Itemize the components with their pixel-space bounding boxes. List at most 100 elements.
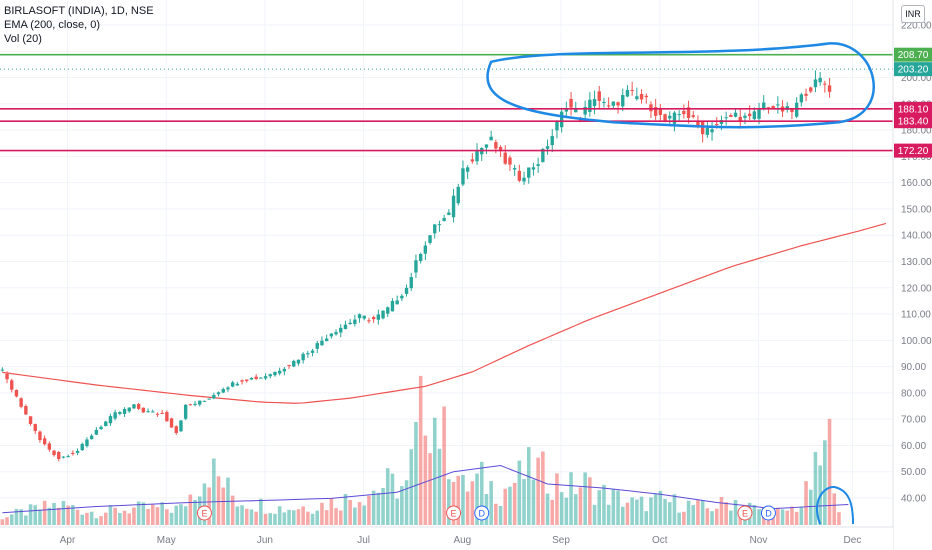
time-tick-label: Dec	[844, 535, 862, 546]
candle-body	[639, 94, 644, 100]
candle-body	[517, 170, 522, 181]
event-marker-dividend[interactable]: D	[474, 505, 490, 521]
candle-body	[66, 456, 70, 458]
time-axis[interactable]: Apr May Jun Jul Aug Sep Oct Nov Dec	[0, 528, 893, 550]
volume-bar	[489, 481, 493, 525]
currency-button[interactable]: INR	[901, 5, 925, 23]
candle-body	[710, 129, 714, 133]
candle-body	[418, 253, 423, 261]
event-marker-circle	[196, 505, 212, 521]
volume-bar	[620, 506, 625, 525]
volume-bar	[475, 473, 479, 525]
candle-body	[686, 107, 691, 118]
volume-bar	[230, 495, 235, 525]
volume-bar	[503, 488, 508, 525]
volume-bar	[334, 508, 338, 525]
price-level-tag	[894, 101, 932, 116]
volume-bar	[310, 513, 315, 525]
price-tick-label: 100.00	[901, 336, 932, 347]
time-tick-label: Nov	[750, 535, 768, 546]
volume-bar	[691, 505, 696, 525]
volume-bar	[94, 518, 99, 525]
candle-body	[386, 307, 390, 314]
candle-body	[564, 108, 569, 112]
volume-bar	[108, 505, 113, 525]
event-marker-earnings[interactable]: E	[446, 505, 462, 521]
price-axis[interactable]: 220.00210.00200.00190.00180.00170.00160.…	[892, 0, 932, 550]
candle-body	[141, 407, 146, 413]
candle-body	[315, 343, 319, 349]
candle-body	[75, 450, 80, 453]
candle-body	[700, 121, 705, 135]
candle-body	[729, 115, 733, 117]
volume-bar	[813, 451, 818, 525]
volume-bar	[639, 496, 644, 525]
candle-body	[122, 408, 127, 414]
volume-bar	[780, 509, 785, 525]
candle-body	[456, 186, 460, 204]
time-tick-label: Oct	[652, 535, 668, 546]
event-marker-label: E	[451, 509, 457, 519]
volume-bar	[19, 509, 23, 525]
price-tick-label: 70.00	[901, 415, 926, 426]
candle-body	[127, 407, 131, 412]
volume-bar	[348, 499, 352, 525]
volume-bar	[301, 506, 305, 525]
candle-body	[334, 332, 338, 335]
event-marker-dividend[interactable]: D	[760, 505, 776, 521]
volume-bar	[0, 519, 5, 525]
volume-bar	[99, 516, 103, 525]
volume-bar	[371, 490, 376, 525]
candle-body	[235, 383, 240, 386]
candle-body	[428, 235, 432, 243]
candle-body	[216, 392, 221, 395]
candle-body	[263, 376, 268, 379]
candle-body	[254, 376, 258, 379]
candle-body	[592, 99, 597, 107]
candle-body	[409, 277, 413, 289]
volume-bar	[437, 448, 442, 525]
volume-bar	[343, 493, 348, 525]
candle-body	[277, 370, 282, 374]
candle-body	[644, 95, 648, 98]
volume-bar	[47, 507, 52, 525]
event-marker-earnings[interactable]: E	[196, 505, 212, 521]
volume-bar	[667, 502, 672, 525]
volume-bar	[465, 491, 470, 525]
candle-body	[38, 431, 42, 441]
event-marker-label: D	[479, 509, 486, 519]
candle-body	[61, 456, 66, 458]
price-level-tag-label: 183.40	[898, 117, 929, 128]
candle-body	[212, 394, 216, 399]
candle-body	[696, 121, 700, 126]
price-level-tag	[894, 47, 932, 62]
volume-bar	[729, 510, 733, 525]
candle-body	[733, 112, 738, 117]
volume-bar	[277, 506, 282, 525]
candle-body	[630, 89, 634, 91]
volume-bar	[418, 375, 423, 525]
event-marker-earnings[interactable]: E	[737, 505, 753, 521]
candle-body	[5, 373, 9, 380]
candle-body	[165, 412, 169, 422]
volume-bar	[658, 490, 663, 525]
volume-bar	[306, 511, 310, 525]
candle-body	[357, 314, 362, 319]
annotations	[486, 42, 875, 525]
candle-body	[550, 135, 554, 146]
candle-body	[569, 98, 573, 108]
volume-bar	[794, 511, 799, 525]
candle-body	[371, 317, 376, 320]
volume-bar	[644, 511, 649, 525]
candle-body	[724, 117, 728, 119]
volume-bar	[588, 477, 592, 525]
candle-body	[484, 144, 489, 148]
event-marker-label: D	[765, 509, 772, 519]
candle-body	[649, 104, 653, 112]
candle-body	[230, 382, 235, 387]
price-tick-label: 60.00	[901, 441, 926, 452]
chart-legend: BIRLASOFT (INDIA), 1D, NSE EMA (200, clo…	[4, 4, 154, 46]
volume-bar	[545, 493, 550, 525]
